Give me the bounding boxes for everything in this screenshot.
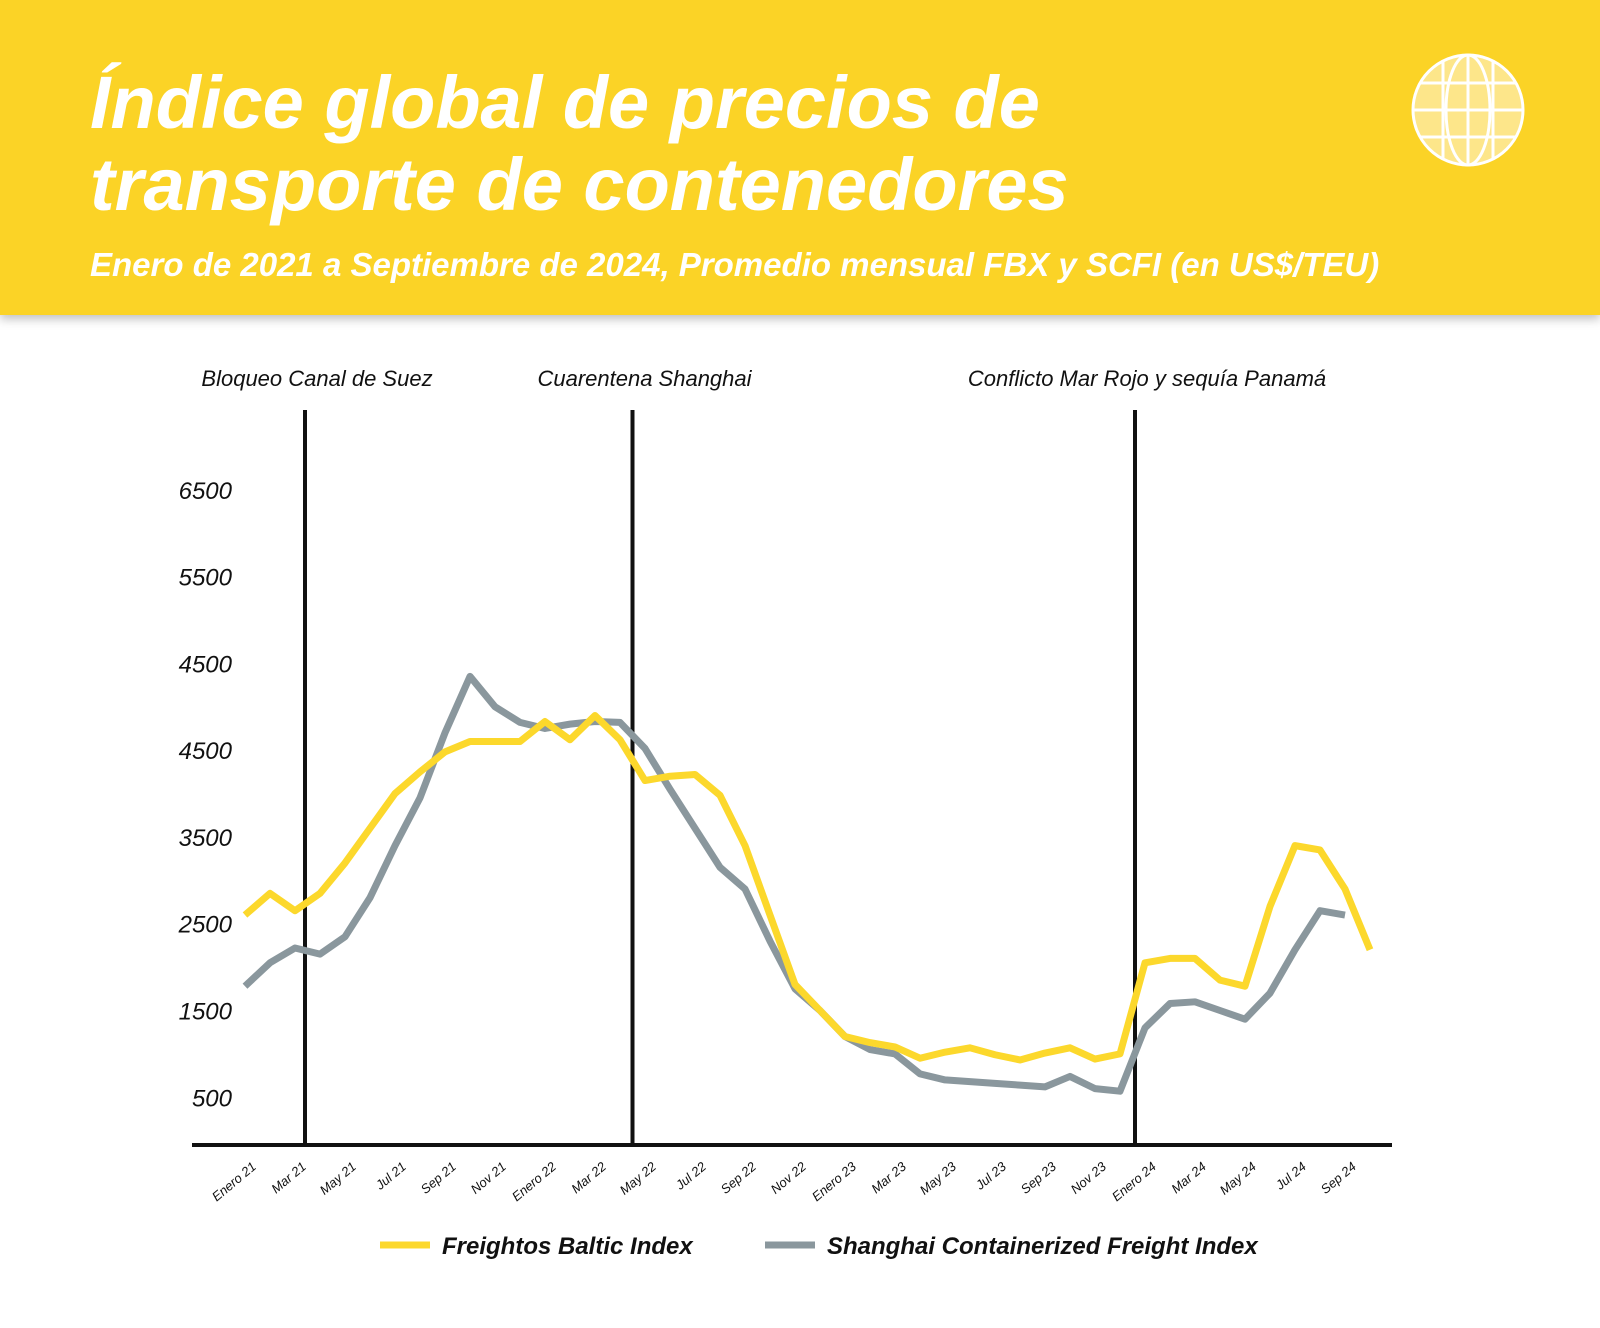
x-tick-label: Nov 23	[1068, 1158, 1110, 1196]
x-tick-label: Jul 23	[972, 1158, 1010, 1193]
chart-title: transporte de contenedores	[90, 143, 1069, 226]
x-tick-label: May 21	[317, 1159, 359, 1198]
legend-label: Freightos Baltic Index	[442, 1233, 694, 1260]
series-line	[242, 711, 1374, 1064]
header	[0, 0, 1600, 315]
y-tick-label: 500	[192, 1085, 233, 1112]
chart-title: Índice global de precios de	[90, 61, 1040, 144]
x-tick-label: Nov 22	[768, 1158, 810, 1196]
globe-icon	[1411, 53, 1525, 167]
series-line	[242, 672, 1346, 1095]
y-tick-label: 3500	[179, 825, 233, 852]
y-tick-label: 4500	[179, 651, 233, 678]
x-tick-label: Mar 23	[868, 1158, 909, 1196]
x-tick-label: Sep 24	[1318, 1159, 1359, 1197]
x-tick-label: Jul 22	[672, 1158, 710, 1193]
x-tick-label: Jul 21	[372, 1159, 409, 1193]
y-tick-label: 1500	[179, 998, 233, 1025]
x-tick-label: Enero 21	[209, 1159, 259, 1204]
y-tick-label: 4500	[179, 738, 233, 765]
y-tick-label: 6500	[179, 478, 233, 505]
x-tick-label: Enero 24	[1109, 1159, 1159, 1204]
x-tick-label: Jul 24	[1272, 1159, 1309, 1193]
x-tick-label: Enero 22	[509, 1158, 560, 1204]
annotation: Cuarentena Shanghai	[537, 366, 752, 391]
x-tick-label: Sep 21	[418, 1159, 459, 1197]
x-tick-label: Mar 24	[1168, 1159, 1209, 1197]
x-tick-label: Nov 21	[468, 1159, 509, 1197]
legend-label: Shanghai Containerized Freight Index	[827, 1233, 1259, 1260]
y-tick-label: 2500	[178, 912, 233, 939]
x-tick-label: May 24	[1217, 1159, 1259, 1198]
x-tick-label: May 22	[617, 1158, 660, 1197]
x-tick-label: May 23	[917, 1158, 960, 1197]
annotation: Conflicto Mar Rojo y sequía Panamá	[968, 366, 1326, 391]
x-tick-label: Sep 22	[718, 1158, 760, 1196]
y-tick-label: 5500	[179, 565, 233, 592]
x-tick-label: Enero 23	[809, 1158, 860, 1204]
x-tick-label: Mar 22	[568, 1158, 609, 1196]
x-tick-label: Mar 21	[268, 1159, 309, 1197]
x-tick-label: Sep 23	[1018, 1158, 1060, 1196]
annotation: Bloqueo Canal de Suez	[201, 366, 432, 391]
chart-subtitle: Enero de 2021 a Septiembre de 2024, Prom…	[90, 246, 1379, 283]
